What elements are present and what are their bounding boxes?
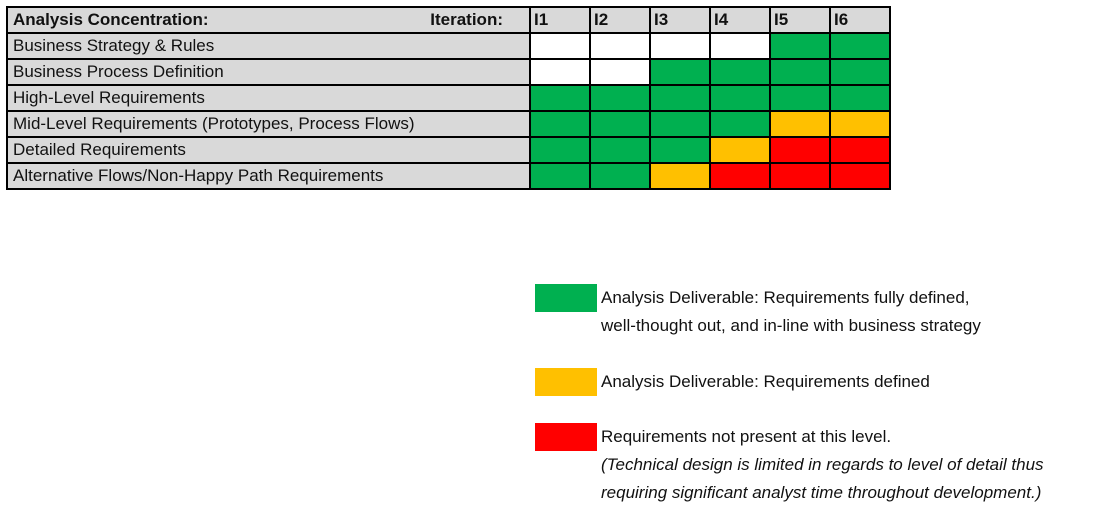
analysis-matrix: Analysis Concentration: Iteration: I1 I2… [6,6,891,190]
matrix-row: Detailed Requirements [6,136,891,164]
status-cell-full [649,110,711,138]
status-cell-defined [829,110,891,138]
status-cell-absent [769,162,831,190]
status-cell-defined [649,162,711,190]
iteration-header-i1: I1 [529,6,591,34]
matrix-row: Mid-Level Requirements (Prototypes, Proc… [6,110,891,138]
iteration-header-i6: I6 [829,6,891,34]
legend-fully-defined-line2: well-thought out, and in-line with busin… [601,316,981,335]
legend-label-not-present: Requirements not present at this level. … [601,423,1044,507]
status-cell-none [649,32,711,60]
row-label: Business Process Definition [6,58,531,86]
status-cell-full [649,136,711,164]
iteration-header-i4: I4 [709,6,771,34]
legend-label-fully-defined: Analysis Deliverable: Requirements fully… [601,284,981,340]
legend-defined-line1: Analysis Deliverable: Requirements defin… [601,372,930,391]
status-cell-full [829,58,891,86]
iteration-header-i3: I3 [649,6,711,34]
row-label: Business Strategy & Rules [6,32,531,60]
matrix-header-row: Analysis Concentration: Iteration: I1 I2… [6,6,891,34]
status-cell-none [529,32,591,60]
matrix-body: Business Strategy & Rules Business Proces… [6,32,891,190]
status-cell-none [529,58,591,86]
legend-swatch-green [535,284,597,312]
row-label: Detailed Requirements [6,136,531,164]
status-cell-full [529,84,591,112]
status-cell-full [829,32,891,60]
matrix-header-cell: Analysis Concentration: Iteration: [6,6,531,34]
matrix-row: Business Strategy & Rules [6,32,891,60]
status-cell-full [589,136,651,164]
analysis-concentration-header: Analysis Concentration: [13,10,209,29]
status-cell-full [589,84,651,112]
iteration-header-i2: I2 [589,6,651,34]
status-cell-full [649,84,711,112]
status-cell-full [769,32,831,60]
legend-swatch-yellow [535,368,597,396]
status-cell-full [529,110,591,138]
status-cell-full [829,84,891,112]
legend-swatch-red [535,423,597,451]
status-cell-none [589,32,651,60]
legend-label-defined: Analysis Deliverable: Requirements defin… [601,368,930,396]
row-label: High-Level Requirements [6,84,531,112]
legend-not-present-line1: Requirements not present at this level. [601,427,892,446]
status-cell-none [709,32,771,60]
row-label: Alternative Flows/Non-Happy Path Require… [6,162,531,190]
status-cell-absent [829,162,891,190]
status-cell-absent [769,136,831,164]
status-cell-full [709,84,771,112]
status-cell-none [589,58,651,86]
status-cell-absent [709,162,771,190]
row-label: Mid-Level Requirements (Prototypes, Proc… [6,110,531,138]
status-cell-full [769,84,831,112]
status-cell-full [529,162,591,190]
matrix-row: Business Process Definition [6,58,891,86]
iteration-header-i5: I5 [769,6,831,34]
matrix-row: Alternative Flows/Non-Happy Path Require… [6,162,891,190]
status-cell-full [529,136,591,164]
status-cell-defined [709,136,771,164]
iteration-header: Iteration: [430,10,503,29]
status-cell-full [589,110,651,138]
matrix-row: High-Level Requirements [6,84,891,112]
status-cell-full [649,58,711,86]
status-cell-full [589,162,651,190]
status-cell-full [709,58,771,86]
legend-fully-defined-line1: Analysis Deliverable: Requirements fully… [601,288,970,307]
status-cell-defined [769,110,831,138]
status-cell-absent [829,136,891,164]
status-cell-full [769,58,831,86]
legend-not-present-line3: requiring significant analyst time throu… [601,483,1042,502]
status-cell-full [709,110,771,138]
legend-not-present-line2: (Technical design is limited in regards … [601,455,1044,474]
